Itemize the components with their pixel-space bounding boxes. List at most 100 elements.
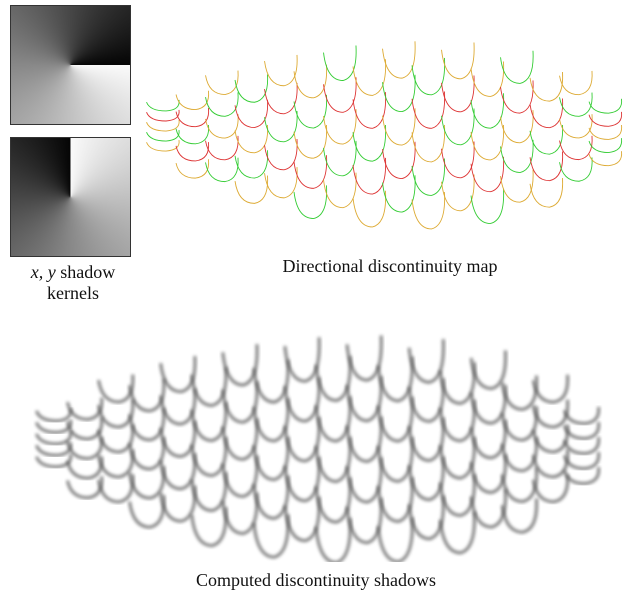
scale-edge [265, 139, 298, 170]
scale-edge [324, 109, 357, 144]
scale-edge [176, 91, 209, 110]
scale-edge [176, 108, 209, 127]
map-caption: Directional discontinuity map [180, 256, 600, 277]
scale-edge [324, 141, 357, 176]
scale-shadow [99, 375, 133, 402]
scale-shadow [223, 381, 257, 422]
scale-shadow [161, 453, 195, 489]
scale-edge [383, 75, 416, 112]
scale-edge [412, 192, 445, 229]
figure: x, y shadow kernels Directional disconti… [0, 0, 632, 599]
scale-edge [206, 158, 239, 182]
scale-shadow [471, 454, 505, 492]
scale-shadow [502, 437, 536, 471]
scale-shadow [533, 425, 567, 452]
scale-edge [353, 92, 386, 128]
scale-edge [412, 159, 445, 196]
scale-edge [530, 152, 563, 181]
scale-edge [530, 178, 563, 207]
scale-shadow [36, 408, 70, 421]
scale-edge [294, 125, 327, 158]
scale-shadow [99, 474, 133, 501]
scale-edge [206, 136, 239, 160]
discontinuity-shadows [30, 312, 605, 562]
scale-shadow [192, 472, 226, 511]
scale-shadow [130, 466, 164, 498]
scale-edge [324, 173, 357, 208]
scale-edge [530, 98, 563, 127]
scale-edge [412, 58, 445, 95]
scale-edge [147, 130, 180, 141]
scale-shadow [409, 457, 443, 500]
scale-shadow [347, 376, 381, 421]
scale-shadow [502, 376, 536, 410]
y-shadow-kernel [10, 137, 131, 257]
scale-shadow [99, 425, 133, 452]
kernel-variables: x, y [31, 262, 56, 282]
scale-edge [412, 91, 445, 128]
scale-shadow [471, 420, 505, 458]
scale-edge [501, 80, 534, 113]
scale-shadow [285, 337, 319, 381]
scale-shadow [68, 398, 102, 420]
scale-shadow [254, 437, 288, 480]
scale-edge [383, 108, 416, 145]
scale-edge [206, 114, 239, 138]
scale-edge [235, 74, 268, 102]
scale-shadow [192, 367, 226, 406]
scale-shadow [316, 396, 350, 441]
scale-shadow [378, 397, 412, 441]
scale-edge [471, 157, 504, 192]
kernels-caption: x, y shadow kernels [12, 262, 134, 304]
scale-shadow [440, 400, 474, 441]
scale-shadow [347, 417, 381, 462]
scale-edge [589, 138, 622, 152]
kernel-caption-text: shadow kernels [47, 262, 115, 303]
scale-shadow [130, 437, 164, 469]
scale-shadow [161, 388, 195, 424]
scale-edge [353, 125, 386, 161]
scale-edge [501, 110, 534, 143]
scale-shadow [502, 406, 536, 440]
scale-edge [383, 142, 416, 179]
scale-edge [176, 125, 209, 144]
scale-shadow [130, 408, 164, 440]
scale-shadow [440, 474, 474, 515]
scale-edge [442, 76, 475, 112]
scale-shadow [347, 457, 381, 502]
scale-shadow [316, 478, 350, 523]
scale-edge [560, 136, 593, 160]
scale-edge [412, 125, 445, 162]
scale-edge [442, 141, 475, 177]
scale-shadow [409, 378, 443, 421]
scale-edge [176, 159, 209, 178]
scale-edge [501, 170, 534, 203]
scale-shadow [440, 437, 474, 478]
scale-shadow [130, 379, 164, 411]
scale-shadow [223, 344, 257, 385]
scale-shadow [347, 498, 381, 543]
scale-edge [265, 167, 298, 198]
scale-shadow [223, 456, 257, 497]
scale-edge [176, 142, 209, 161]
scale-edge [442, 174, 475, 210]
scale-edge [530, 72, 563, 101]
scale-edge [560, 114, 593, 138]
scale-shadow [502, 468, 536, 502]
scale-shadow [471, 350, 505, 388]
scale-edge [560, 157, 593, 181]
scale-shadow [409, 417, 443, 460]
scale-edge [265, 83, 298, 114]
scale-edge [589, 125, 622, 139]
scale-shadow [533, 400, 567, 427]
scale-edge [265, 55, 298, 86]
scale-shadow [285, 457, 319, 501]
scale-shadow [502, 498, 536, 532]
scale-edge [147, 140, 180, 151]
scale-edge [265, 111, 298, 142]
scale-edge [471, 93, 504, 128]
scale-shadow [254, 514, 288, 557]
scale-edge [560, 93, 593, 117]
scale-shadow [533, 375, 567, 402]
scale-edge [235, 176, 268, 204]
